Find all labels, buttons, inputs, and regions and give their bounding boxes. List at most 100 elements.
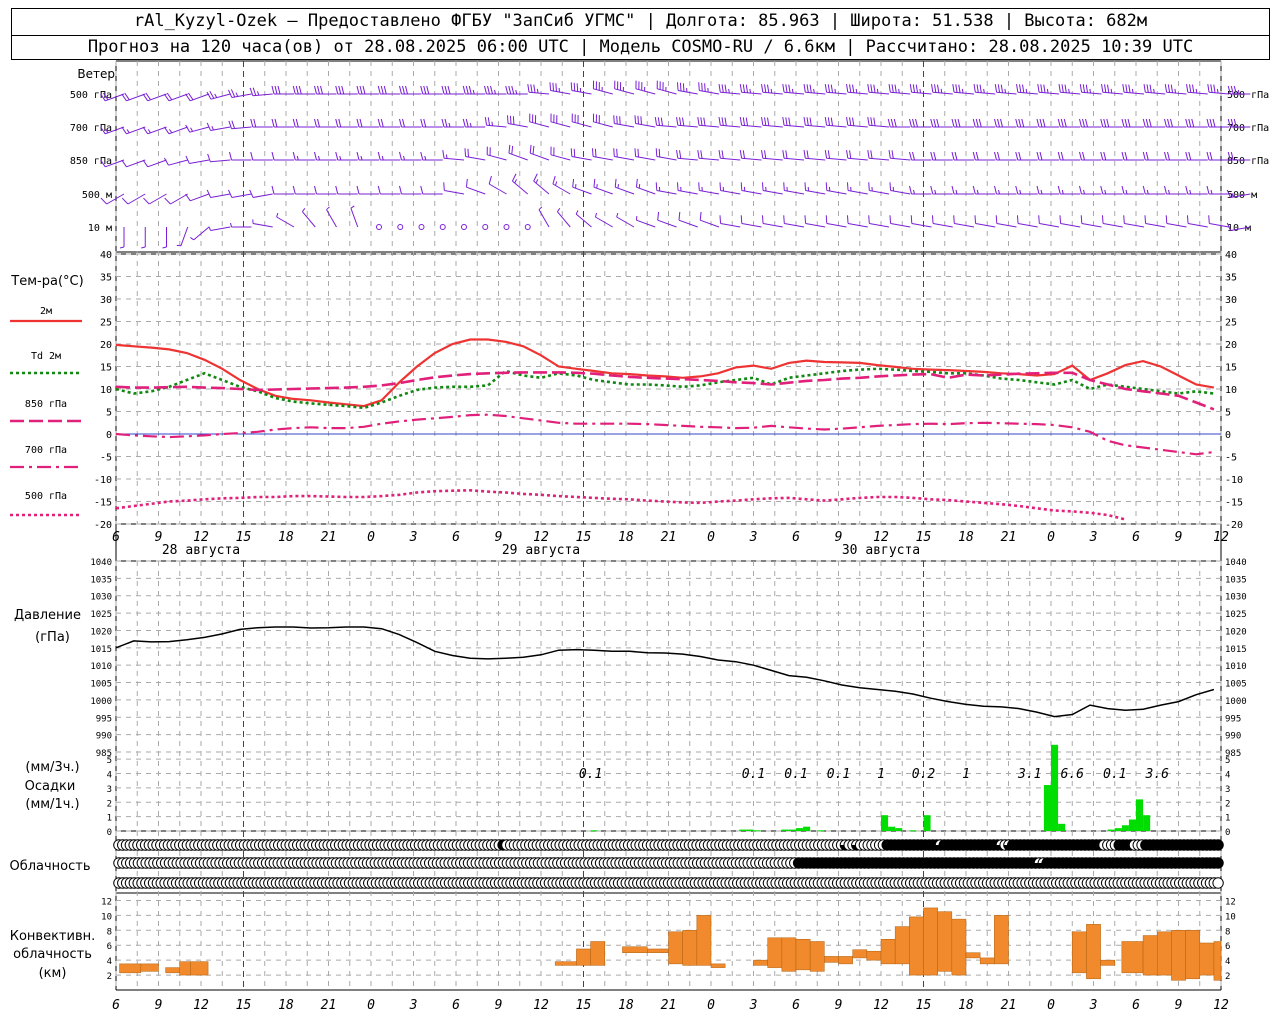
conv-xtick: 9 <box>835 998 843 1013</box>
wind-barb <box>105 126 125 135</box>
pressure-line <box>115 626 1215 718</box>
wind-barb-feather <box>1082 151 1085 161</box>
wind-barb-feather <box>1167 118 1170 128</box>
wind-barb-feather <box>697 150 700 159</box>
wind-barb <box>210 93 231 100</box>
wind-barb-feather <box>952 84 955 93</box>
wind-barb-feather <box>1146 84 1149 93</box>
wind-barb-feather <box>699 211 702 221</box>
prec-ytick-left: 5 <box>107 756 112 766</box>
wind-barb-feather <box>679 82 682 92</box>
wind-barb-feather <box>441 85 445 95</box>
temp-ytick-left: -20 <box>94 520 112 531</box>
wind-barb-feather <box>442 150 445 159</box>
wind-barb-feather <box>380 118 384 128</box>
temp-xtick: 3 <box>409 530 418 545</box>
wind-barb-feather <box>912 118 915 128</box>
wind-barb <box>231 93 252 98</box>
pres-ytick-left: 995 <box>96 714 112 724</box>
wind-barb-feather <box>1186 215 1189 224</box>
wind-barb-feather <box>676 182 679 191</box>
wind-barb <box>869 223 890 228</box>
temp-xtick: 12 <box>533 530 549 545</box>
wind-barb-feather <box>782 150 785 159</box>
wind-barb-feather <box>1164 84 1168 93</box>
wind-barb <box>762 124 783 128</box>
wind-barb <box>231 126 252 130</box>
precip-bar <box>1114 828 1122 831</box>
wind-barb-feather <box>573 82 576 92</box>
wind-barb-feather <box>570 82 573 91</box>
wind-barb <box>210 193 231 198</box>
wind-barb-feather <box>1016 84 1019 93</box>
conv-xtick: 9 <box>1175 998 1183 1013</box>
wind-barb-feather <box>830 117 834 126</box>
wind-barb-feather <box>271 151 275 161</box>
wind-barb-feather <box>1036 185 1040 195</box>
wind-barb-feather <box>1146 189 1149 195</box>
precip-bar <box>881 815 889 831</box>
prec-ytick-right: 3 <box>1225 785 1230 795</box>
wind-barb-feather <box>888 150 891 159</box>
wind-barb-feather <box>1015 151 1019 161</box>
wind-barb-feather <box>1230 118 1234 128</box>
wind-barb <box>147 159 167 168</box>
wind-barb-feather <box>657 211 660 221</box>
wind-barb-feather <box>190 127 194 132</box>
cloud-title: Облачность <box>9 859 91 874</box>
conv-xtick: 21 <box>1001 998 1017 1013</box>
wind-barb-feather <box>783 215 785 224</box>
wind-barb-feather <box>613 148 615 157</box>
wind-barb <box>575 213 592 228</box>
wind-barb-feather <box>1079 151 1082 161</box>
wind-calm <box>524 224 531 230</box>
wind-barb-feather <box>356 85 360 95</box>
wind-barb-feather <box>1106 118 1110 128</box>
wind-barb <box>350 208 359 228</box>
wind-barb <box>126 93 146 102</box>
wind-barb-feather <box>377 185 381 195</box>
wind-barb <box>784 91 805 95</box>
wind-barb-feather <box>399 85 402 95</box>
wind-barb-feather <box>360 155 363 161</box>
wind-barb-feather <box>227 89 233 98</box>
t700-line <box>115 413 1215 456</box>
wind-barb <box>1102 223 1123 228</box>
wind-barb-feather <box>1170 84 1174 93</box>
wind-barb-feather <box>770 88 773 94</box>
wind-barb-feather <box>994 151 997 161</box>
wind-barb-feather <box>655 182 658 191</box>
wind-barb-feather <box>230 89 236 98</box>
wind-barb-feather <box>1107 84 1110 93</box>
wind-barb-feather <box>1079 185 1082 195</box>
wind-barb <box>996 91 1017 95</box>
wind-barb-feather <box>576 83 579 92</box>
wind-barb-feather <box>742 150 746 159</box>
wind-barb-feather <box>700 117 703 126</box>
wind-barb <box>762 223 783 228</box>
wind-barb-feather <box>1122 84 1125 93</box>
wind-barb-feather <box>1018 151 1022 161</box>
wind-barb-feather <box>827 117 831 126</box>
wind-barb-feather <box>515 89 518 95</box>
conv-ytick-left: 8 <box>107 927 112 937</box>
precip-unit-1h: (мм/1ч.) <box>25 797 80 812</box>
wind-barb-feather <box>658 148 661 158</box>
wind-barb <box>210 159 231 163</box>
wind-barb-feather <box>488 175 492 185</box>
temp-xtick: 12 <box>1213 530 1229 545</box>
wind-barb <box>326 209 337 228</box>
wind-barb-feather <box>931 84 934 93</box>
wind-barb <box>302 211 316 228</box>
pres-ytick-left: 990 <box>96 732 112 742</box>
wind-barb-feather <box>676 82 679 91</box>
conv-xtick: 0 <box>367 998 375 1013</box>
wind-barb-feather <box>1164 185 1167 195</box>
conv-xtick: 21 <box>661 998 677 1013</box>
day-label: 29 августа <box>502 543 580 558</box>
conv-xtick: 9 <box>495 998 503 1013</box>
wind-barb <box>720 190 741 195</box>
wind-barb-feather <box>377 118 381 128</box>
wind-barb-feather <box>936 118 940 128</box>
wind-barb <box>550 154 571 161</box>
